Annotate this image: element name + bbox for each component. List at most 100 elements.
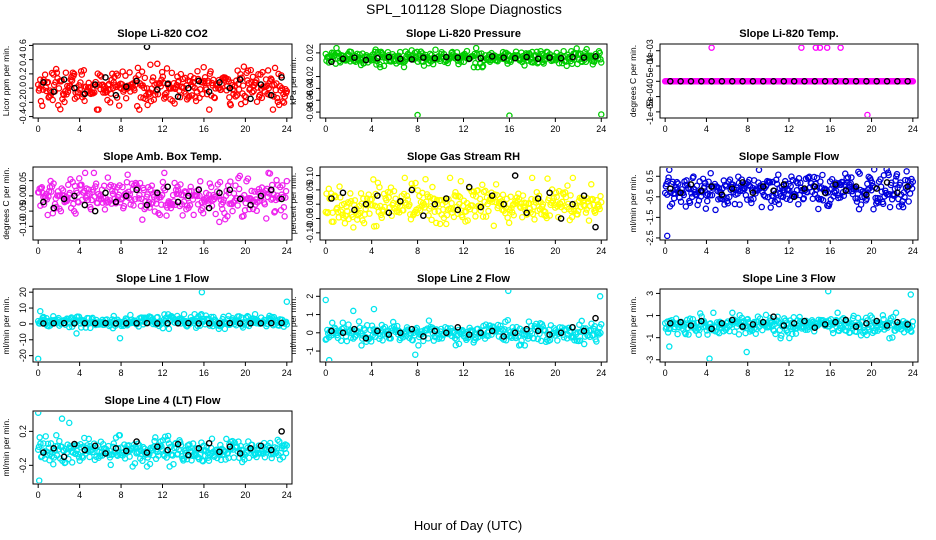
hourly-point — [328, 327, 335, 335]
outlier-point — [816, 45, 824, 51]
point-layer — [34, 290, 291, 361]
data-point — [136, 179, 144, 187]
hourly-point — [91, 442, 99, 450]
data-point — [126, 453, 133, 460]
point-layer — [661, 168, 917, 239]
x-tick-label: 4 — [77, 124, 82, 134]
data-point — [710, 309, 717, 317]
data-point — [192, 97, 200, 105]
data-point — [834, 309, 841, 317]
hourly-point — [408, 56, 416, 63]
data-point — [257, 450, 265, 457]
data-point — [555, 187, 563, 195]
data-point — [415, 342, 422, 349]
y-axis-label: ml/min per min. — [1, 418, 11, 476]
data-point — [49, 96, 56, 104]
data-point — [813, 174, 821, 182]
hourly-point — [143, 45, 151, 51]
data-point — [738, 176, 745, 183]
x-tick-label: 24 — [596, 124, 606, 134]
hourly-point — [454, 324, 462, 331]
data-point — [253, 76, 260, 84]
data-point — [905, 198, 912, 205]
hourly-point — [863, 191, 870, 199]
hourly-point — [592, 223, 599, 231]
hourly-point — [431, 200, 439, 208]
data-point — [142, 95, 149, 103]
hourly-point — [154, 443, 161, 450]
data-point — [336, 183, 343, 190]
hourly-point — [247, 319, 254, 327]
data-point — [774, 197, 781, 204]
data-point — [574, 211, 581, 218]
y-tick-label: 20 — [18, 287, 28, 297]
panel-title: Slope Amb. Box Temp. — [103, 151, 222, 163]
data-point — [163, 212, 170, 219]
x-tick-label: 12 — [458, 124, 468, 134]
data-point — [457, 178, 465, 185]
data-point — [347, 190, 354, 197]
hourly-point — [759, 183, 767, 190]
data-point — [518, 214, 526, 221]
data-point — [61, 88, 69, 95]
data-point — [131, 195, 139, 203]
y-tick-label: -0.04 — [305, 78, 315, 99]
x-tick-label: 12 — [784, 368, 794, 378]
outlier-point — [322, 296, 329, 304]
y-tick-label: 1e-03 — [645, 39, 655, 62]
data-point — [235, 86, 243, 93]
data-point — [239, 82, 247, 89]
data-point — [598, 59, 605, 66]
panel-title: Slope Gas Stream RH — [407, 151, 520, 163]
data-point — [788, 173, 795, 180]
hourly-point — [832, 181, 839, 188]
x-tick-label: 24 — [282, 490, 292, 500]
hourly-point — [842, 78, 850, 85]
data-point — [264, 67, 272, 74]
data-point — [343, 207, 351, 215]
hourly-point — [102, 74, 109, 81]
data-point — [261, 453, 269, 461]
hourly-point — [40, 320, 47, 327]
data-point — [472, 213, 479, 220]
data-point — [485, 207, 492, 215]
data-point — [140, 186, 148, 194]
data-point — [744, 315, 751, 323]
hourly-point — [185, 84, 192, 92]
x-tick-label: 4 — [704, 368, 709, 378]
data-point — [240, 63, 248, 70]
data-point — [366, 210, 373, 217]
hourly-point — [511, 54, 519, 62]
data-point — [672, 315, 680, 322]
data-point — [197, 178, 204, 185]
data-point — [66, 189, 73, 197]
data-point — [235, 185, 243, 193]
y-tick-label: -0.06 — [305, 90, 315, 111]
data-point — [469, 191, 477, 199]
y-tick-label: 0 — [305, 330, 315, 335]
data-point — [800, 195, 808, 202]
hourly-point — [477, 329, 485, 337]
y-axis-label: kPa per min. — [288, 57, 298, 105]
hourly-point — [852, 323, 860, 330]
hourly-point — [60, 319, 68, 327]
hourly-point — [557, 54, 565, 62]
outlier-point — [598, 111, 605, 117]
hourly-point — [102, 319, 109, 327]
hourly-point — [580, 327, 588, 335]
data-point — [171, 100, 178, 107]
hourly-point — [863, 78, 870, 85]
data-point — [271, 64, 279, 72]
data-point — [368, 322, 376, 330]
outlier-point — [596, 293, 604, 300]
hourly-point — [112, 320, 120, 327]
x-tick-label: 16 — [199, 490, 209, 500]
data-point — [279, 182, 286, 189]
y-tick-label: -1e-03 — [645, 99, 655, 125]
data-point — [355, 318, 363, 325]
outlier-point — [505, 290, 512, 295]
y-tick-label: 0 — [645, 79, 655, 84]
hourly-point — [174, 319, 182, 327]
data-point — [358, 342, 365, 349]
hourly-point — [71, 84, 78, 92]
